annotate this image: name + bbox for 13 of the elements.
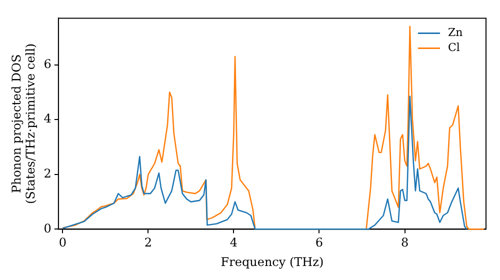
y-tick-label: 2 (44, 166, 52, 181)
y-axis-title: Phonon projected DOS (States/THz·primitive cell) (9, 43, 38, 204)
y-tick-label: 0 (44, 221, 52, 236)
x-tick-label: 8 (400, 236, 409, 250)
y-tick-label: 6 (44, 56, 52, 71)
legend-label: Zn (448, 26, 463, 40)
y-tick-label: 4 (44, 112, 52, 126)
x-tick-label: 4 (230, 236, 238, 250)
x-axis-title: Frequency (THz) (220, 254, 324, 269)
x-tick-label: 0 (58, 236, 67, 250)
legend-label: Cl (448, 41, 460, 54)
x-tick-label: 6 (315, 236, 324, 250)
x-tick-label: 2 (144, 236, 152, 250)
